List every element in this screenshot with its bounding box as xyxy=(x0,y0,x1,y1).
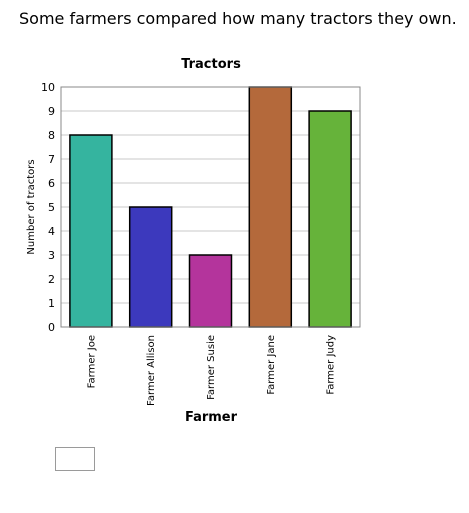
x-tick-labels: Farmer Joe Farmer Allison Farmer Susie Farm… xyxy=(86,335,336,406)
bar-farmer-allison xyxy=(128,206,173,328)
x-tick-label: Farmer Judy xyxy=(326,335,337,395)
y-tick-label: 10 xyxy=(41,81,55,94)
bar-farmer-susie xyxy=(188,254,233,328)
y-tick-label: 8 xyxy=(48,129,55,142)
y-tick-label: 5 xyxy=(48,201,55,214)
y-tick-label: 7 xyxy=(48,153,55,166)
bar-farmer-joe xyxy=(69,134,113,328)
x-tick-label: Farmer Joe xyxy=(86,335,97,388)
x-axis-label: Farmer xyxy=(185,410,238,425)
y-tick-label: 0 xyxy=(48,321,55,334)
y-tick-label: 6 xyxy=(48,177,55,190)
question-text: Some farmers compared how many tractors … xyxy=(19,9,457,28)
bars xyxy=(69,86,352,328)
y-tick-label: 3 xyxy=(48,249,55,262)
y-tick-label: 4 xyxy=(48,225,55,238)
bar-farmer-judy xyxy=(308,110,352,328)
x-tick-label: Farmer Jane xyxy=(266,335,277,395)
chart-title: Tractors xyxy=(181,57,241,72)
x-tick-label: Farmer Susie xyxy=(206,335,217,400)
plot-frame xyxy=(60,86,361,328)
answer-input[interactable] xyxy=(55,447,95,471)
bar-farmer-jane xyxy=(248,86,293,328)
x-tick-label: Farmer Allison xyxy=(146,335,157,406)
y-tick-labels: 0 1 2 3 4 5 6 7 8 9 10 xyxy=(41,81,55,334)
y-tick-label: 2 xyxy=(48,273,55,286)
y-tick-label: 1 xyxy=(48,297,55,310)
y-tick-label: 9 xyxy=(48,105,55,118)
y-axis-label: Number of tractors xyxy=(26,159,37,254)
